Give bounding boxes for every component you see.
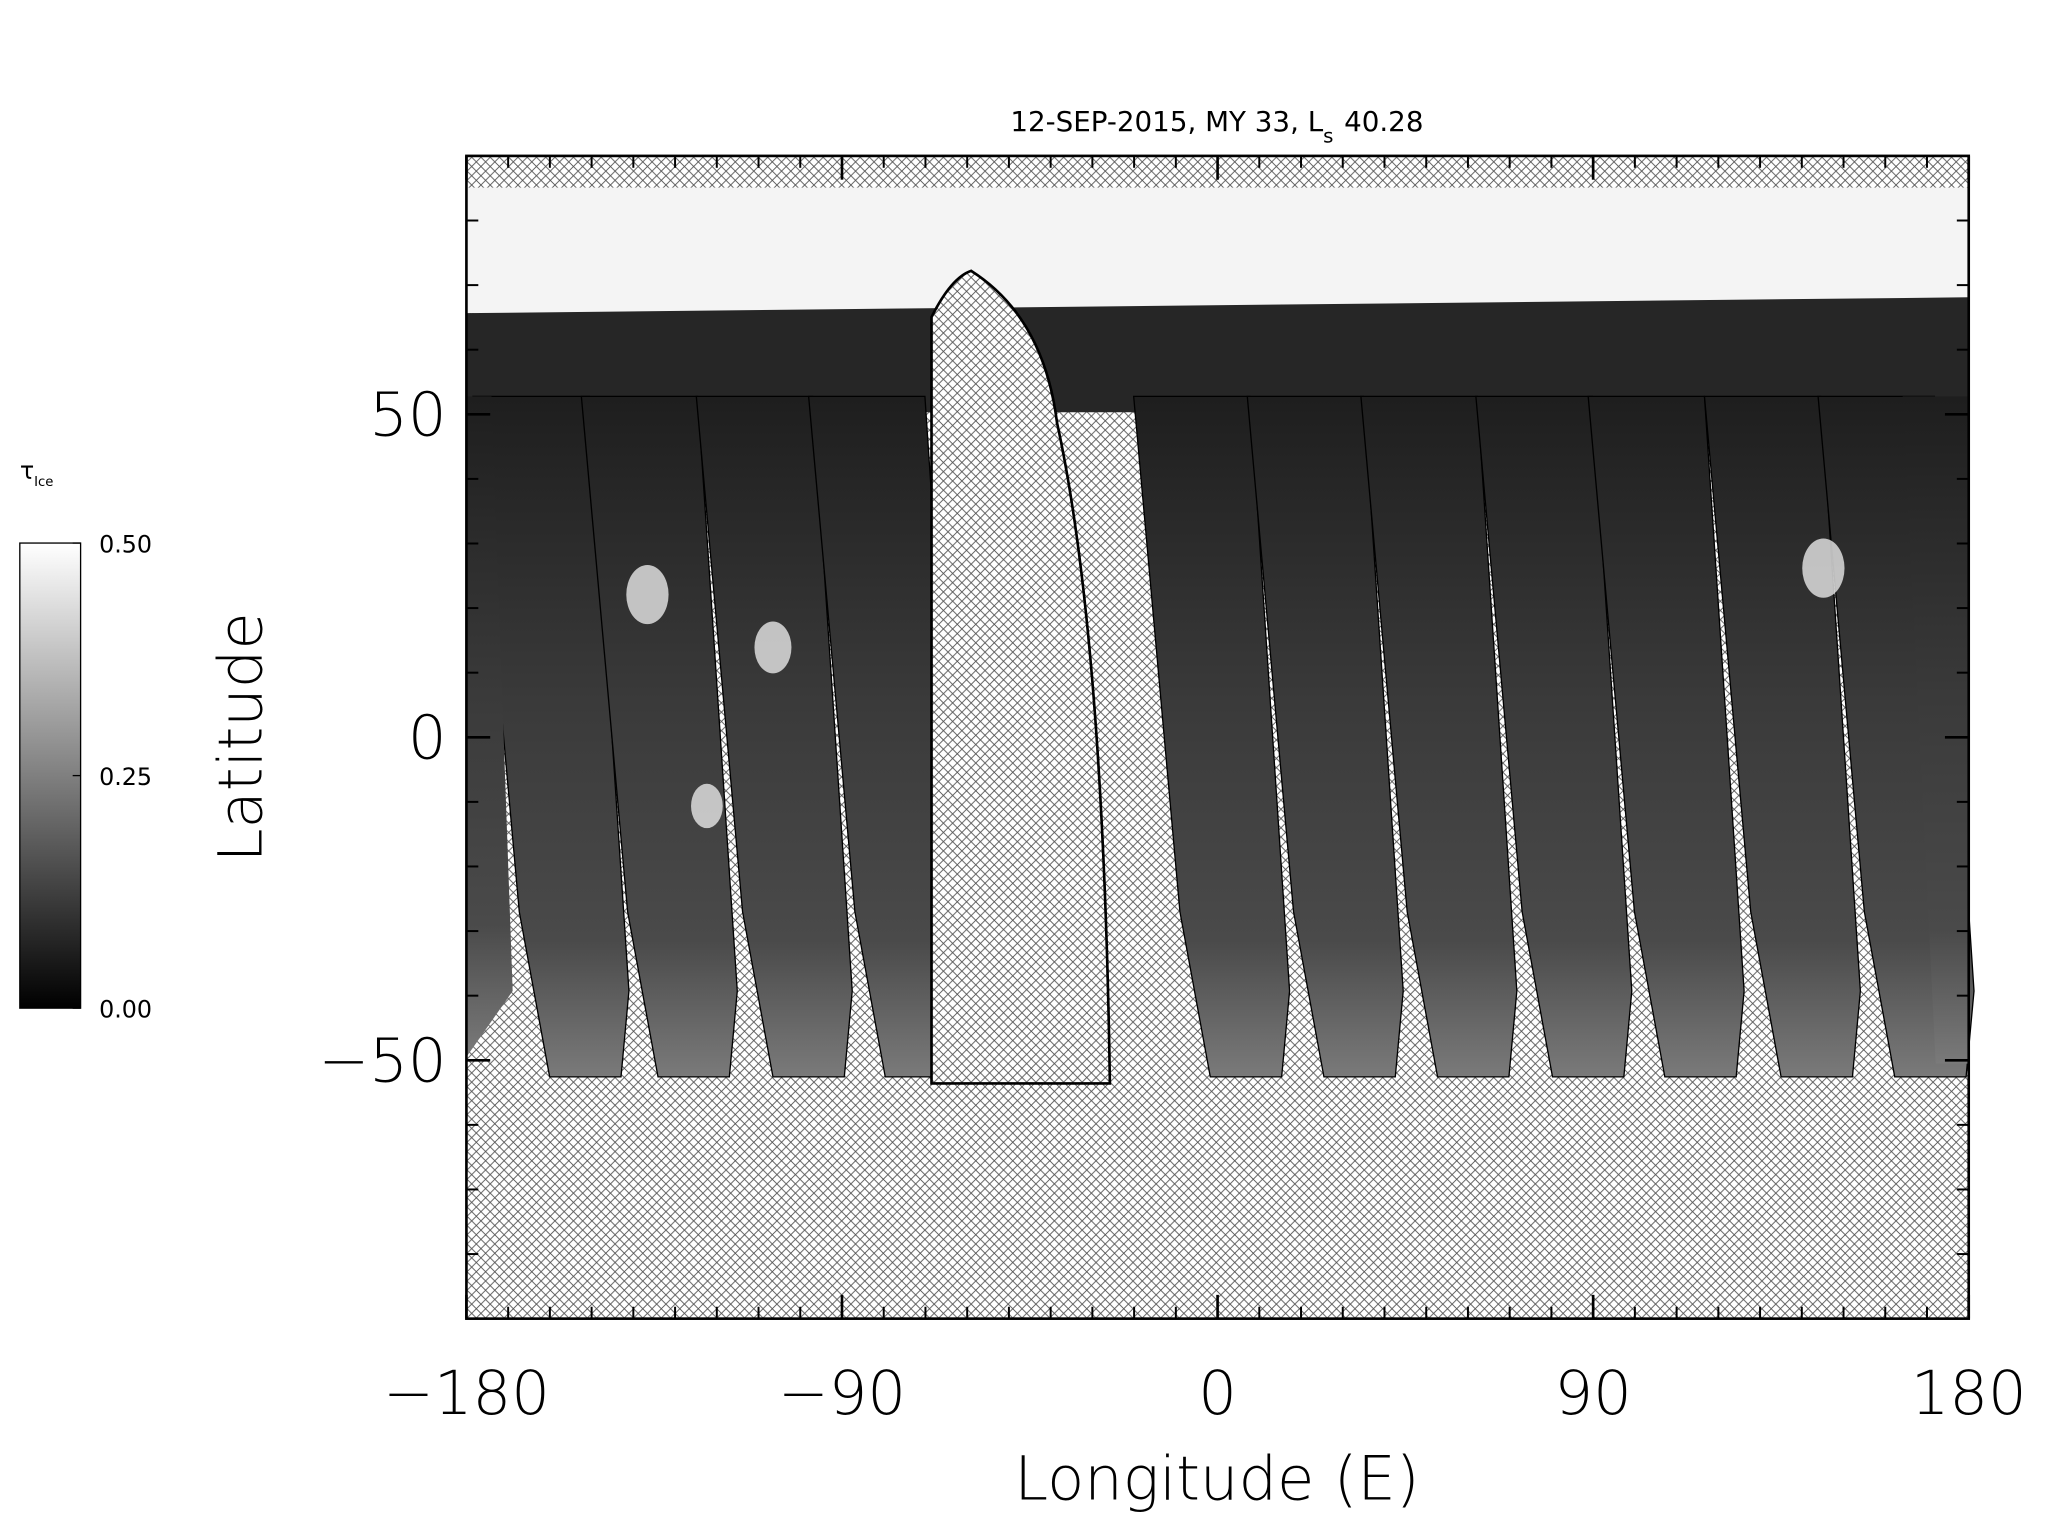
cloud	[754, 621, 792, 674]
y-tick-label: 0	[408, 703, 447, 773]
swaths	[466, 395, 1975, 1078]
y-tick-label: 50	[369, 380, 446, 450]
colorbar-label: τIce	[20, 456, 54, 490]
colorbar-symbol: τ	[20, 456, 34, 484]
title-subscript: s	[1323, 125, 1333, 148]
plot-area	[465, 154, 1975, 1320]
polar-cap-ice	[466, 187, 1969, 314]
x-tick-label: −90	[778, 1359, 906, 1429]
colorbar	[19, 542, 82, 1009]
cloud	[626, 564, 669, 625]
title-text: 12-SEP-2015, MY 33, L	[1010, 105, 1323, 138]
orbit-swath	[466, 396, 513, 1058]
colorbar-subscript: Ice	[34, 475, 53, 490]
northern-band	[466, 297, 1969, 413]
orbit-swath	[1902, 396, 1969, 1064]
y-tick-label: −50	[318, 1026, 446, 1096]
x-tick-label: −180	[383, 1359, 550, 1429]
x-tick-label: 90	[1554, 1359, 1631, 1429]
x-tick-label: 180	[1911, 1359, 2027, 1429]
y-axis-label: Latitude	[207, 612, 277, 862]
title-value: 40.28	[1344, 105, 1423, 138]
colorbar-tick-label: 0.00	[99, 995, 152, 1023]
colorbar-tick-label: 0.50	[99, 530, 152, 558]
cloud	[691, 783, 723, 829]
chart-title: 12-SEP-2015, MY 33, Ls 40.28	[1010, 105, 1423, 148]
x-tick-label: 0	[1198, 1359, 1237, 1429]
gap-dome	[930, 269, 1112, 1085]
x-axis-label: Longitude (E)	[1014, 1445, 1419, 1515]
cloud	[1802, 538, 1845, 598]
colorbar-tick-label: 0.25	[99, 763, 152, 791]
